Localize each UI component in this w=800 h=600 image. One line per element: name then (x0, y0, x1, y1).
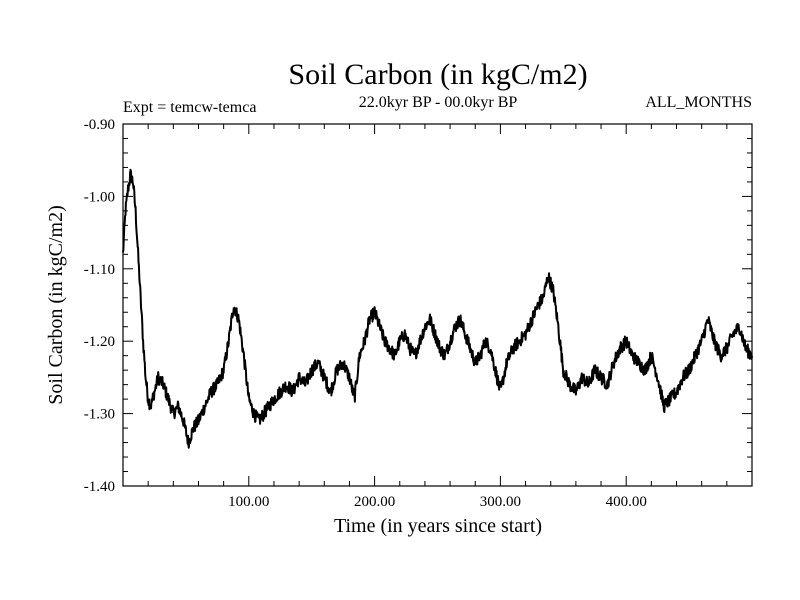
y-tick-label: -1.40 (84, 479, 115, 495)
chart-title: Soil Carbon (in kgC/m2) (288, 58, 587, 91)
x-tick-label: 400.00 (606, 494, 647, 510)
x-axis: 100.00 200.00 300.00 400.00 (147, 124, 728, 510)
chart-right-label: ALL_MONTHS (645, 94, 752, 111)
series-line-temcw-temca (122, 168, 753, 449)
y-tick-label: -1.00 (84, 189, 115, 205)
x-tick-label: 300.00 (480, 494, 521, 510)
chart-left-label: Expt = temcw-temca (123, 99, 256, 116)
y-tick-label: -1.20 (84, 334, 115, 350)
y-tick-label: -1.10 (84, 262, 115, 278)
plot-frame (122, 123, 753, 487)
x-axis-label: Time (in years since start) (334, 515, 542, 537)
x-tick-label: 200.00 (354, 494, 395, 510)
y-tick-label: -0.90 (84, 117, 115, 133)
chart-subtitle: 22.0kyr BP - 00.0kyr BP (359, 94, 518, 111)
y-tick-label: -1.30 (84, 407, 115, 423)
y-axis-label: Soil Carbon (in kgC/m2) (45, 205, 67, 404)
x-tick-label: 100.00 (228, 494, 269, 510)
